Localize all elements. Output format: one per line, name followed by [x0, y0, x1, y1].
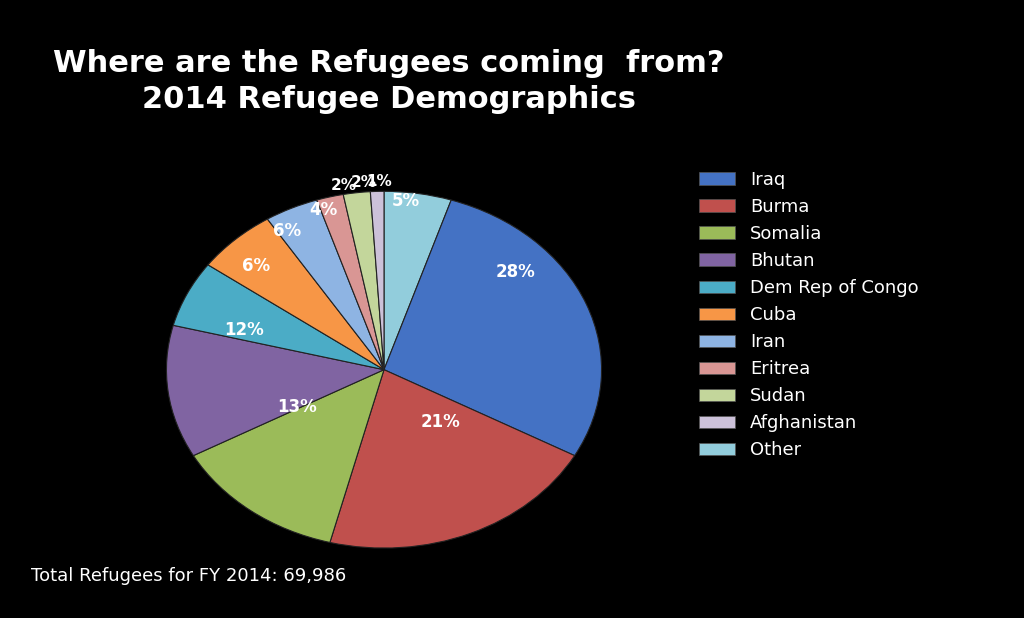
Wedge shape	[167, 325, 384, 455]
Wedge shape	[384, 200, 601, 455]
Wedge shape	[316, 195, 384, 370]
Text: Total Refugees for FY 2014: 69,986: Total Refugees for FY 2014: 69,986	[31, 567, 346, 585]
Text: 13%: 13%	[278, 398, 317, 416]
Legend: Iraq, Burma, Somalia, Bhutan, Dem Rep of Congo, Cuba, Iran, Eritrea, Sudan, Afgh: Iraq, Burma, Somalia, Bhutan, Dem Rep of…	[692, 164, 926, 467]
Text: 6%: 6%	[273, 222, 301, 240]
Text: Where are the Refugees coming  from?
2014 Refugee Demographics: Where are the Refugees coming from? 2014…	[53, 49, 725, 114]
Wedge shape	[267, 200, 384, 370]
Wedge shape	[371, 192, 384, 370]
Text: 6%: 6%	[242, 257, 270, 275]
Text: 21%: 21%	[420, 413, 460, 431]
Wedge shape	[384, 192, 452, 370]
Text: 4%: 4%	[309, 201, 338, 219]
Wedge shape	[194, 370, 384, 543]
Text: 1%: 1%	[366, 174, 392, 189]
Wedge shape	[208, 219, 384, 370]
Text: 2%: 2%	[350, 175, 377, 190]
Text: 5%: 5%	[392, 192, 420, 210]
Text: 12%: 12%	[224, 321, 263, 339]
Wedge shape	[173, 265, 384, 370]
Text: 2%: 2%	[331, 178, 356, 193]
Wedge shape	[343, 192, 384, 370]
Wedge shape	[330, 370, 574, 548]
Text: 28%: 28%	[496, 263, 536, 281]
